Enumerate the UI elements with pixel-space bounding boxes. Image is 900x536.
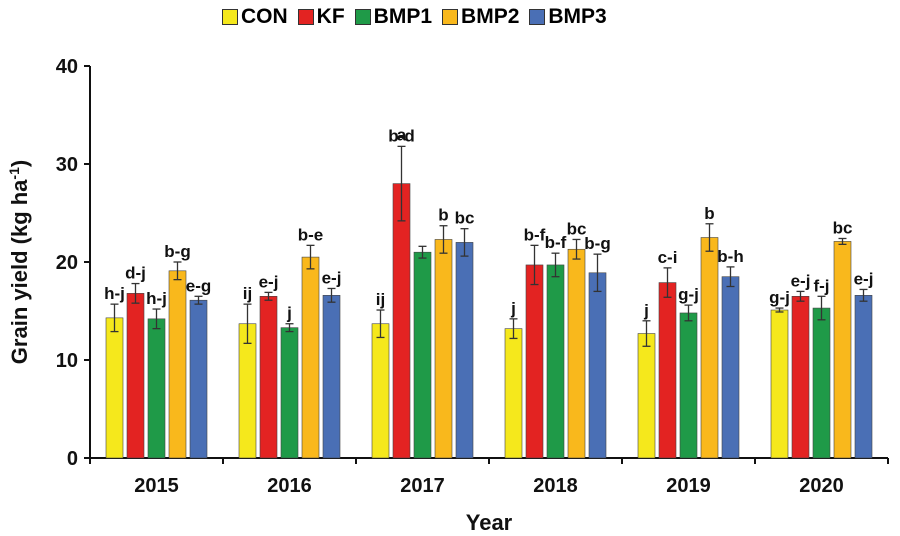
legend-label: BMP1: [373, 5, 433, 28]
significance-label: g-j: [769, 288, 790, 307]
bar-kf-2015: [126, 293, 145, 459]
significance-label: b-f: [545, 233, 567, 252]
bar-con-2020: [770, 309, 789, 459]
y-axis-title: Grain yield (kg ha-1): [6, 160, 32, 364]
bar-bmp1-2017: [413, 251, 432, 459]
bar-kf-2020: [791, 295, 810, 459]
legend-label: CON: [241, 5, 288, 28]
significance-label: g-j: [678, 285, 699, 304]
y-axis-title-close: ): [7, 160, 32, 167]
bar-bmp2-2020: [833, 241, 852, 459]
y-tick-label: 30: [56, 154, 78, 176]
significance-label: b-d: [388, 126, 414, 145]
x-tick-label: 2016: [267, 475, 312, 497]
significance-label: h-j: [146, 289, 167, 308]
significance-label: b: [438, 206, 448, 225]
bar-kf-2019: [658, 282, 677, 459]
bar-kf-2016: [259, 295, 278, 459]
bar-con-2019: [637, 333, 656, 459]
significance-label: bc: [455, 209, 475, 228]
bar-bmp1-2018: [546, 264, 565, 459]
significance-label: b-g: [164, 242, 190, 261]
significance-label: bc: [567, 219, 587, 238]
significance-label: b-h: [717, 247, 743, 266]
significance-label: j: [643, 301, 649, 320]
chart-legend: CON KF BMP1 BMP2 BMP3: [222, 5, 617, 29]
x-tick-label: 2018: [533, 475, 578, 497]
annotation-label: a: [397, 125, 407, 144]
bar-bmp3-2017: [455, 242, 474, 459]
legend-item-bmp3: BMP3: [529, 5, 607, 29]
significance-label: ij: [243, 284, 252, 303]
y-axis-title-main: Grain yield (kg ha: [7, 179, 32, 364]
significance-label: j: [286, 304, 292, 323]
legend-swatch: [297, 9, 314, 25]
bar-kf-2017: [392, 183, 411, 459]
significance-label: b-e: [298, 225, 324, 244]
y-tick-label: 40: [56, 56, 78, 78]
significance-label: d-j: [125, 264, 146, 283]
y-axis-title-superscript: -1: [6, 167, 22, 180]
bar-bmp2-2016: [301, 256, 320, 459]
x-axis-title: Year: [466, 510, 513, 535]
legend-label: KF: [316, 5, 345, 28]
significance-label: f-j: [813, 276, 829, 295]
significance-label: j: [510, 299, 516, 318]
significance-label: c-i: [658, 248, 678, 267]
significance-label: e-g: [186, 276, 212, 295]
x-tick-label: 2020: [799, 475, 844, 497]
bar-bmp2-2018: [567, 248, 586, 459]
legend-item-bmp1: BMP1: [354, 5, 433, 29]
significance-label: b-g: [584, 234, 610, 253]
legend-label: BMP3: [548, 5, 607, 28]
x-tick-label: 2017: [400, 475, 445, 497]
legend-swatch: [222, 9, 238, 25]
bar-con-2018: [504, 328, 523, 459]
legend-swatch: [529, 9, 546, 25]
significance-label: e-j: [791, 271, 811, 290]
y-tick-label: 20: [56, 252, 78, 274]
bar-bmp2-2019: [700, 237, 719, 459]
bar-kf-2018: [525, 264, 544, 459]
bar-bmp2-2017: [434, 239, 453, 459]
bar-bmp3-2018: [588, 272, 607, 459]
significance-label: e-j: [854, 269, 874, 288]
significance-label: bc: [833, 218, 853, 237]
bar-bmp3-2015: [189, 299, 208, 459]
significance-label: h-j: [104, 284, 125, 303]
significance-label: b: [704, 204, 714, 223]
legend-item-kf: KF: [297, 5, 345, 29]
legend-item-bmp2: BMP2: [442, 5, 519, 29]
bar-bmp3-2019: [721, 276, 740, 459]
bar-bmp2-2015: [168, 270, 187, 459]
bar-bmp1-2016: [280, 327, 299, 459]
significance-label: ij: [376, 290, 385, 309]
bar-con-2015: [105, 317, 124, 459]
bar-bmp1-2020: [812, 307, 831, 459]
legend-label: BMP2: [461, 5, 520, 28]
y-tick-label: 10: [56, 350, 78, 372]
x-tick-label: 2019: [666, 475, 711, 497]
bar-bmp1-2019: [679, 312, 698, 459]
legend-item-con: CON: [222, 5, 288, 29]
y-tick-label: 0: [67, 448, 78, 470]
legend-swatch: [442, 9, 459, 25]
bar-bmp1-2015: [147, 318, 166, 459]
significance-label: b-f: [524, 225, 546, 244]
significance-label: e-j: [259, 272, 279, 291]
legend-swatch: [354, 9, 371, 25]
significance-label: e-j: [322, 268, 342, 287]
x-tick-label: 2015: [134, 475, 179, 497]
bar-bmp3-2016: [322, 295, 341, 459]
bar-bmp3-2020: [854, 295, 873, 459]
bar-con-2017: [371, 323, 390, 459]
